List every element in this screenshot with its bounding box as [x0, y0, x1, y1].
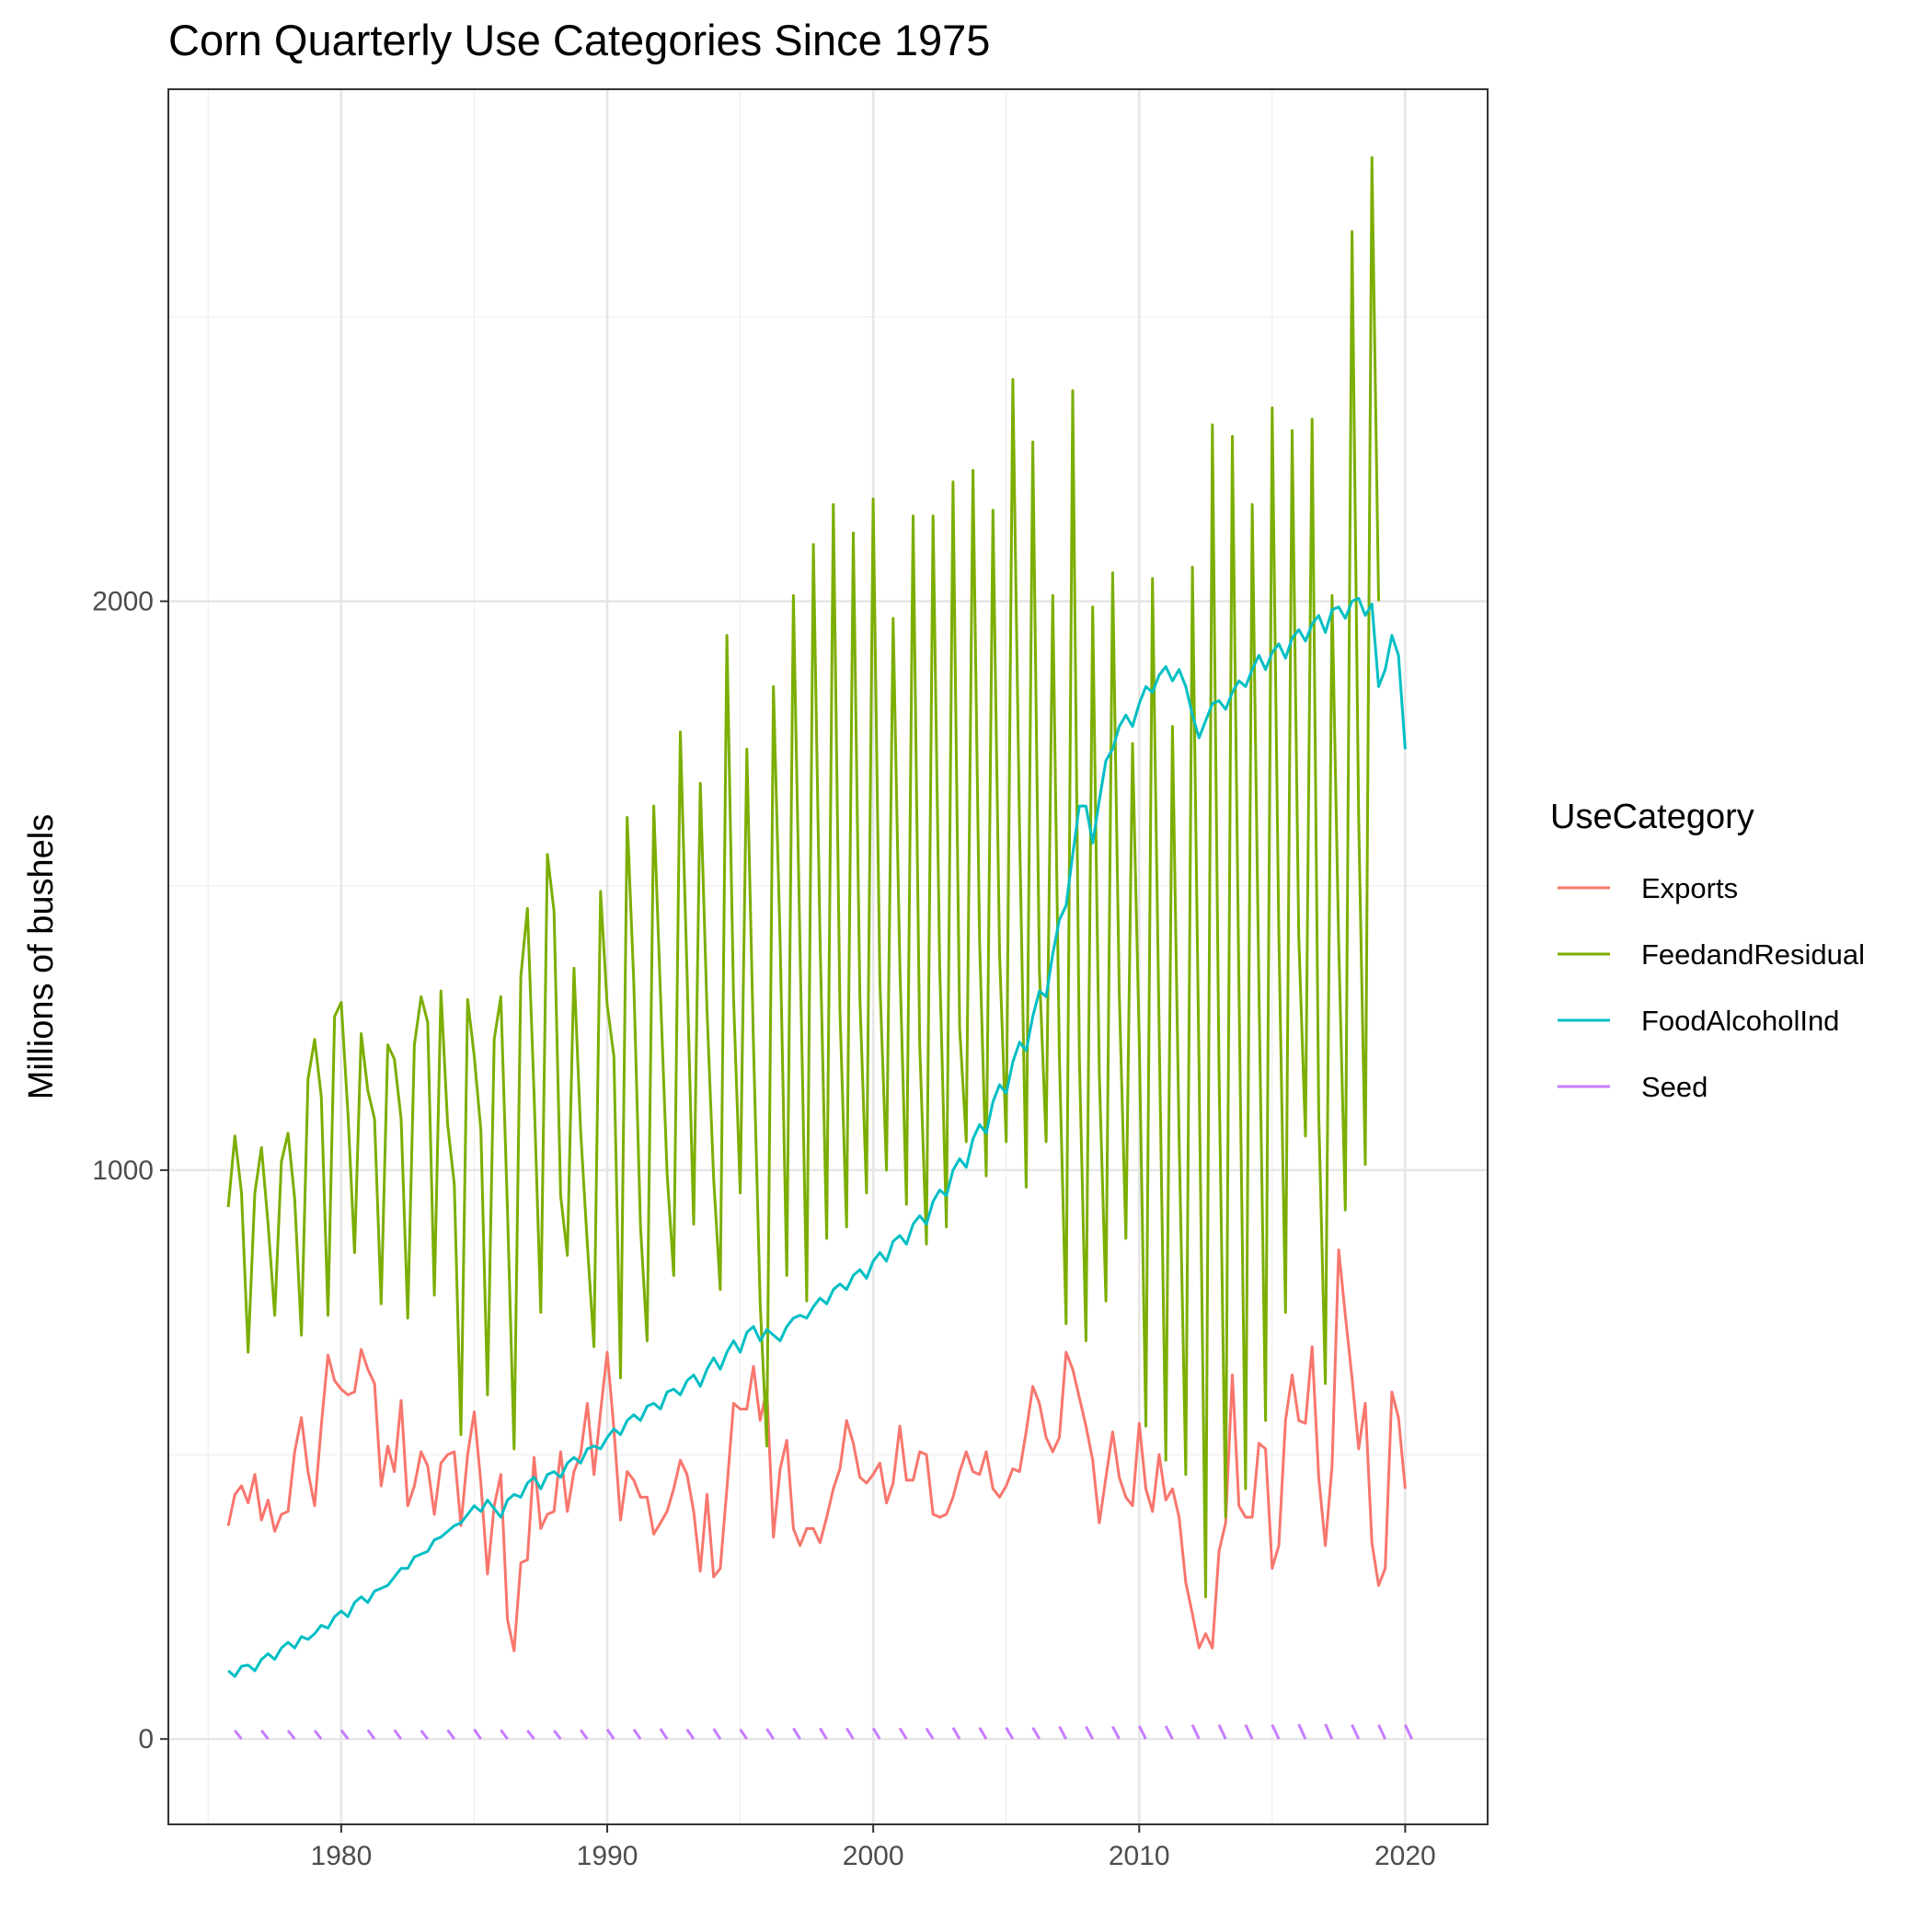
y-axis-title: Millions of bushels	[22, 814, 61, 1099]
y-tick-label: 2000	[92, 587, 154, 617]
legend-label: FeedandResidual	[1641, 938, 1865, 971]
seed-line-segment	[819, 1727, 828, 1741]
seed-line-segment	[500, 1729, 509, 1741]
seed-line-segment	[1005, 1727, 1015, 1741]
x-tick-label: 2020	[1374, 1841, 1436, 1871]
seed-line-segment	[1058, 1725, 1068, 1740]
seed-line-segment	[1031, 1727, 1041, 1741]
seed-line-segment	[1404, 1724, 1413, 1740]
seed-line-segment	[1137, 1725, 1147, 1740]
seed-line-segment	[1164, 1725, 1174, 1740]
seed-line-segment	[1085, 1725, 1094, 1740]
legend-label: FoodAlcoholInd	[1641, 1005, 1839, 1037]
seed-line-segment	[260, 1730, 270, 1741]
seed-line-segment	[1271, 1724, 1281, 1740]
legend-item: Seed	[1558, 1071, 1708, 1103]
series-lines	[226, 155, 1413, 1741]
seed-line-segment	[553, 1730, 562, 1741]
seed-line-segment	[898, 1727, 908, 1741]
seed-line-segment	[446, 1729, 456, 1741]
seed-line-segment	[420, 1730, 430, 1741]
seed-line-segment	[765, 1728, 775, 1741]
legend-item: FoodAlcoholInd	[1558, 1005, 1839, 1037]
seed-line-segment	[234, 1730, 243, 1741]
seed-line-segment	[845, 1727, 855, 1741]
seed-line-segment	[659, 1728, 669, 1741]
seed-line-segment	[1324, 1723, 1334, 1740]
seed-line-segment	[526, 1730, 535, 1741]
seed-line-segment	[393, 1729, 403, 1741]
seed-line-segment	[339, 1729, 350, 1741]
legend-item: Exports	[1558, 872, 1738, 904]
feedandresidual-line	[226, 155, 1380, 1599]
legend-item: FeedandResidual	[1558, 938, 1865, 971]
legend-title: UseCategory	[1550, 798, 1754, 836]
seed-line-segment	[925, 1727, 935, 1741]
seed-line-segment	[685, 1728, 696, 1741]
foodalcoholind-line	[227, 596, 1407, 1678]
legend: UseCategory Exports FeedandResidual FoodAl…	[1550, 798, 1865, 1103]
seed-line-segment	[313, 1730, 323, 1741]
seed-line-segment	[1111, 1725, 1121, 1740]
seed-line-segment	[951, 1727, 961, 1741]
x-tick-label: 1980	[311, 1841, 373, 1871]
y-tick-label: 1000	[92, 1156, 154, 1186]
seed-line-segment	[1351, 1724, 1361, 1740]
seed-line-segment	[739, 1728, 749, 1741]
seed-line-segment	[1377, 1724, 1387, 1740]
axes: 1980 1990 2000 2010 2020 0 1000 2000	[92, 587, 1436, 1871]
legend-label: Seed	[1641, 1071, 1708, 1103]
seed-line-segment	[978, 1727, 988, 1741]
seed-line-segment	[1244, 1724, 1254, 1740]
plot-border	[167, 88, 1489, 1825]
seed-line-segment	[712, 1728, 722, 1741]
x-tick-label: 1990	[577, 1841, 638, 1871]
seed-line-segment	[1217, 1724, 1227, 1740]
chart-title: Corn Quarterly Use Categories Since 1975	[168, 16, 990, 64]
seed-line-segment	[366, 1729, 376, 1741]
x-tick-label: 2000	[843, 1841, 904, 1871]
legend-label: Exports	[1641, 872, 1738, 904]
seed-line-segment	[473, 1728, 482, 1741]
seed-line-segment	[871, 1727, 881, 1741]
seed-line-segment	[1297, 1723, 1307, 1740]
seed-line-segment	[605, 1728, 615, 1741]
seed-line-segment	[792, 1727, 801, 1741]
seed-line-segment	[286, 1730, 296, 1741]
seed-line-segment	[579, 1729, 589, 1741]
seed-line-segment	[1190, 1724, 1201, 1740]
y-tick-label: 0	[138, 1724, 154, 1754]
seed-line-segment	[632, 1728, 642, 1741]
x-tick-label: 2010	[1109, 1841, 1170, 1871]
exports-line	[226, 1248, 1407, 1652]
